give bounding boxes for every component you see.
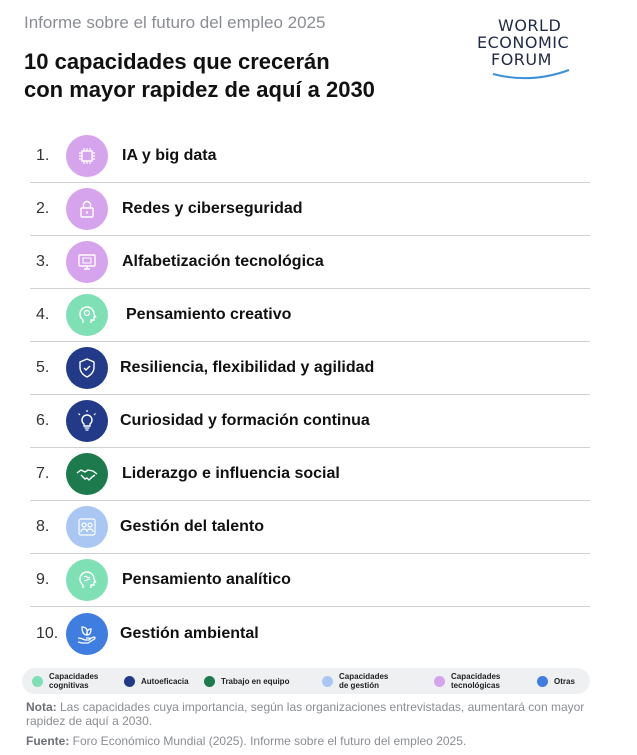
item-number: 2. <box>36 200 50 217</box>
leaf-hand-icon <box>66 612 108 655</box>
list-item: 4. Pensamiento creativo <box>30 289 590 342</box>
page-title: 10 capacidades que crecerán con mayor ra… <box>24 48 375 104</box>
legend: Capacidades cognitivas Autoeficacia Trab… <box>22 668 590 694</box>
legend-dot <box>124 675 135 687</box>
source-line: Fuente: Foro Económico Mundial (2025). I… <box>26 734 466 748</box>
shield-icon <box>66 347 108 389</box>
skill-label: Resiliencia, flexibilidad y agilidad <box>120 359 375 376</box>
logo-swoosh-icon <box>492 69 570 80</box>
list-item: 9. Pensamiento analítico <box>30 554 590 607</box>
list-item: 2. Redes y ciberseguridad <box>30 183 590 236</box>
head-icon <box>66 294 108 336</box>
skill-label: Pensamiento creativo <box>126 306 292 323</box>
legend-label: Capacidades tecnológicas <box>451 672 501 690</box>
list-item: 7. Liderazgo e influencia social <box>30 448 590 501</box>
list-item: 10. Gestión ambiental <box>30 607 590 660</box>
skill-label: Alfabetización tecnológica <box>122 253 324 270</box>
list-item: 1. IA y big data <box>30 130 590 183</box>
ai-chip-icon <box>66 135 108 177</box>
lightbulb-icon <box>66 400 108 442</box>
legend-dot <box>537 675 548 687</box>
legend-item: Otras <box>537 668 575 694</box>
legend-dot <box>322 675 333 687</box>
report-title: Informe sobre el futuro del empleo 2025 <box>24 13 326 32</box>
legend-dot <box>204 675 215 687</box>
legend-label: Capacidades cognitivas <box>49 672 99 690</box>
note-text: Las capacidades cuya importancia, según … <box>26 700 585 728</box>
handshake-icon <box>66 453 108 495</box>
list-item: 6. Curiosidad y formación continua <box>30 395 590 448</box>
skill-label: IA y big data <box>122 147 217 164</box>
lock-icon <box>66 188 108 230</box>
legend-label: Trabajo en equipo <box>221 676 290 686</box>
skill-label: Gestión del talento <box>120 518 265 535</box>
skill-label: Curiosidad y formación continua <box>120 412 370 429</box>
source-text: Foro Económico Mundial (2025). Informe s… <box>69 734 467 748</box>
skill-label: Redes y ciberseguridad <box>122 200 303 217</box>
logo-line-3: FORUM <box>491 50 552 69</box>
title-line-2: con mayor rapidez de aquí a 2030 <box>24 77 375 102</box>
team-icon <box>66 506 108 548</box>
item-number: 4. <box>36 306 50 323</box>
legend-label: Autoeficacia <box>141 676 189 686</box>
item-number: 5. <box>36 359 50 376</box>
list-item: 3. Alfabetización tecnológica <box>30 236 590 289</box>
legend-label: Capacidades de gestión <box>339 672 389 690</box>
item-number: 8. <box>36 518 50 535</box>
wef-logo: WORLD ECONOMIC FORUM <box>471 16 621 86</box>
item-number: 6. <box>36 412 50 429</box>
source-label: Fuente: <box>26 734 70 748</box>
skill-label: Gestión ambiental <box>120 624 259 642</box>
brain-icon <box>66 559 108 601</box>
item-number: 1. <box>36 147 50 164</box>
list-item: 5. Resiliencia, flexibilidad y agilidad <box>30 342 590 395</box>
legend-item: Capacidades de gestión <box>322 668 388 694</box>
item-number: 7. <box>36 465 50 482</box>
logo-line-2: ECONOMIC <box>477 33 570 52</box>
footnote: Nota: Las capacidades cuya importancia, … <box>26 700 626 728</box>
legend-dot <box>32 675 43 687</box>
skill-label: Liderazgo e influencia social <box>122 465 340 482</box>
legend-item: Capacidades tecnológicas <box>434 668 500 694</box>
skills-list: 1. IA y big data 2. Redes y cibersegurid… <box>30 130 590 660</box>
title-line-1: 10 capacidades que crecerán <box>24 49 330 74</box>
item-number: 3. <box>36 253 50 270</box>
legend-item: Capacidades cognitivas <box>32 668 98 694</box>
legend-label: Otras <box>554 676 575 686</box>
logo-line-1: WORLD <box>498 16 562 35</box>
list-item: 8. Gestión del talento <box>30 501 590 554</box>
note-label: Nota: <box>26 700 57 714</box>
item-number: 10. <box>36 624 59 642</box>
skill-label: Pensamiento analítico <box>122 571 291 588</box>
legend-item: Autoeficacia <box>124 668 189 694</box>
legend-item: Trabajo en equipo <box>204 668 289 694</box>
monitor-icon <box>66 241 108 283</box>
item-number: 9. <box>36 571 50 588</box>
legend-dot <box>434 675 445 687</box>
